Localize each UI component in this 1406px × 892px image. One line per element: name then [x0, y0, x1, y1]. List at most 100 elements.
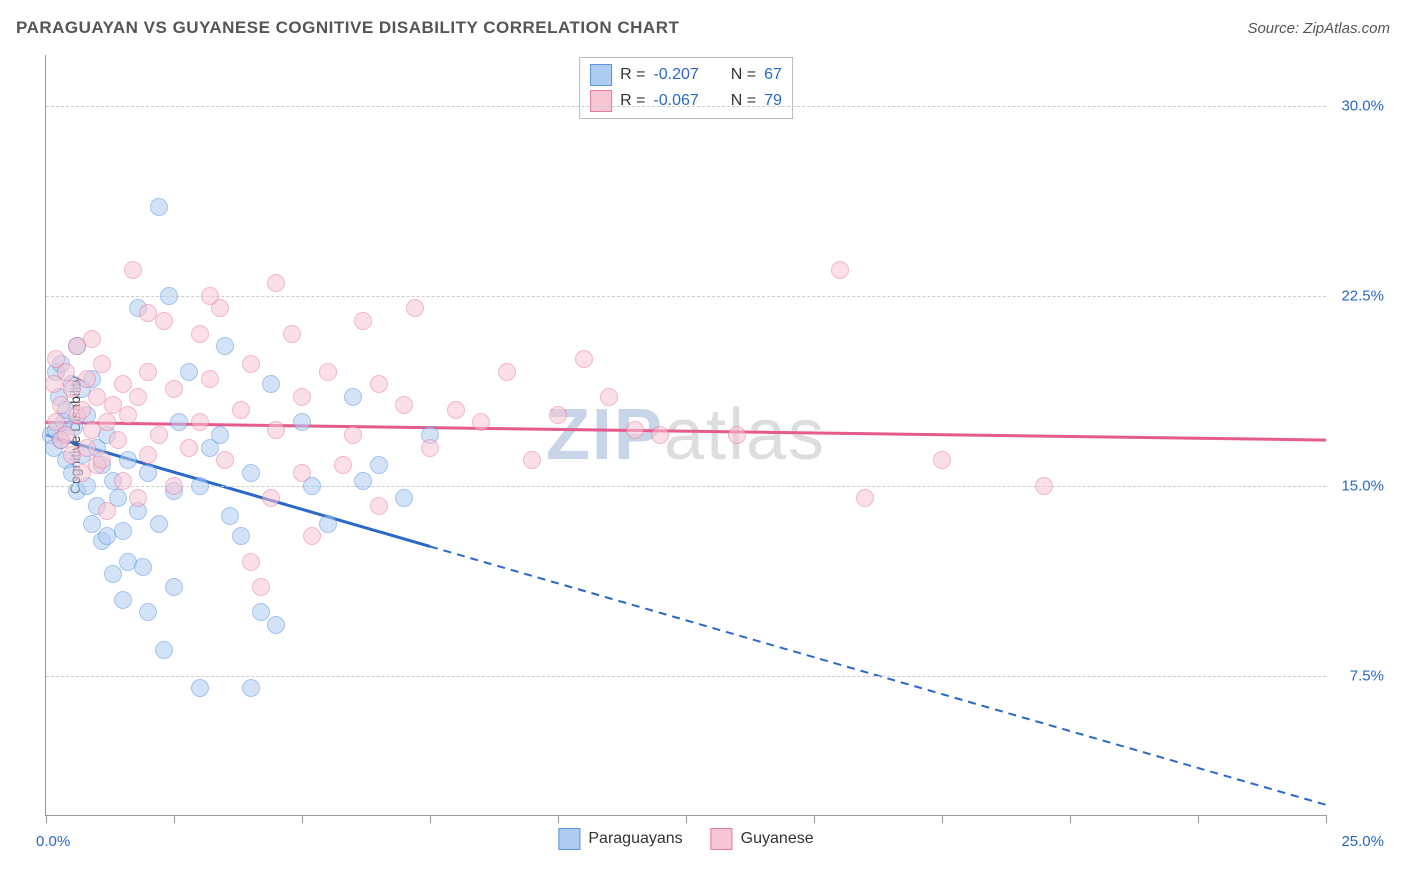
stats-row-1: R = -0.067 N = 79	[590, 88, 782, 114]
scatter-point	[421, 439, 439, 457]
y-tick-label: 15.0%	[1341, 477, 1384, 494]
scatter-point	[191, 325, 209, 343]
scatter-point	[160, 287, 178, 305]
scatter-point	[211, 426, 229, 444]
x-tick	[942, 815, 943, 823]
scatter-point	[267, 616, 285, 634]
scatter-point	[150, 426, 168, 444]
legend-swatch-0	[558, 828, 580, 850]
scatter-point	[114, 522, 132, 540]
scatter-point	[78, 439, 96, 457]
scatter-point	[119, 406, 137, 424]
scatter-point	[600, 388, 618, 406]
scatter-point	[252, 578, 270, 596]
scatter-point	[216, 451, 234, 469]
scatter-point	[139, 304, 157, 322]
scatter-point	[370, 375, 388, 393]
chart-header: PARAGUAYAN VS GUYANESE COGNITIVE DISABIL…	[16, 18, 1390, 38]
scatter-point	[73, 401, 91, 419]
scatter-point	[319, 363, 337, 381]
y-tick-label: 7.5%	[1350, 667, 1384, 684]
x-tick	[302, 815, 303, 823]
scatter-point	[221, 507, 239, 525]
scatter-point	[262, 489, 280, 507]
scatter-point	[98, 413, 116, 431]
scatter-point	[370, 497, 388, 515]
scatter-point	[242, 464, 260, 482]
scatter-point	[155, 641, 173, 659]
scatter-point	[267, 274, 285, 292]
scatter-point	[57, 426, 75, 444]
scatter-point	[93, 451, 111, 469]
scatter-point	[575, 350, 593, 368]
scatter-point	[129, 388, 147, 406]
x-tick	[814, 815, 815, 823]
scatter-point	[129, 489, 147, 507]
scatter-point	[293, 413, 311, 431]
stats-n-0: 67	[764, 66, 782, 84]
stats-swatch-0	[590, 64, 612, 86]
scatter-point	[319, 515, 337, 533]
scatter-point	[831, 261, 849, 279]
scatter-point	[109, 431, 127, 449]
stats-box: R = -0.207 N = 67 R = -0.067 N = 79	[579, 57, 793, 119]
scatter-point	[232, 527, 250, 545]
scatter-point	[232, 401, 250, 419]
x-tick	[46, 815, 47, 823]
scatter-point	[498, 363, 516, 381]
scatter-point	[139, 464, 157, 482]
scatter-point	[242, 679, 260, 697]
scatter-point	[191, 477, 209, 495]
scatter-point	[170, 413, 188, 431]
scatter-point	[242, 355, 260, 373]
scatter-point	[124, 261, 142, 279]
legend-item-0: Paraguayans	[558, 828, 682, 850]
scatter-point	[155, 312, 173, 330]
x-tick	[430, 815, 431, 823]
scatter-point	[104, 565, 122, 583]
scatter-point	[180, 363, 198, 381]
scatter-point	[252, 603, 270, 621]
scatter-point	[395, 396, 413, 414]
scatter-point	[119, 451, 137, 469]
x-tick	[1198, 815, 1199, 823]
scatter-point	[354, 312, 372, 330]
scatter-point	[57, 363, 75, 381]
x-min-label: 0.0%	[36, 833, 70, 850]
stats-n-1: 79	[764, 92, 782, 110]
scatter-point	[191, 679, 209, 697]
grid-line	[46, 106, 1326, 107]
scatter-point	[395, 489, 413, 507]
scatter-point	[201, 287, 219, 305]
legend-label-0: Paraguayans	[588, 830, 682, 848]
scatter-point	[139, 363, 157, 381]
scatter-point	[344, 426, 362, 444]
scatter-point	[728, 426, 746, 444]
scatter-point	[303, 527, 321, 545]
scatter-point	[1035, 477, 1053, 495]
scatter-point	[139, 603, 157, 621]
source-label: Source: ZipAtlas.com	[1247, 20, 1390, 37]
scatter-point	[165, 578, 183, 596]
scatter-point	[406, 299, 424, 317]
grid-line	[46, 486, 1326, 487]
chart-plot-area: ZIPatlas Cognitive Disability 0.0% 25.0%…	[45, 55, 1326, 816]
scatter-point	[267, 421, 285, 439]
scatter-point	[651, 426, 669, 444]
scatter-point	[114, 472, 132, 490]
stats-r-1: -0.067	[653, 92, 698, 110]
scatter-point	[165, 380, 183, 398]
scatter-point	[150, 515, 168, 533]
scatter-point	[447, 401, 465, 419]
grid-line	[46, 676, 1326, 677]
scatter-point	[293, 388, 311, 406]
watermark: ZIPatlas	[546, 394, 826, 476]
y-tick-label: 30.0%	[1341, 97, 1384, 114]
scatter-point	[933, 451, 951, 469]
scatter-point	[78, 370, 96, 388]
x-tick	[1326, 815, 1327, 823]
grid-line	[46, 296, 1326, 297]
scatter-point	[98, 502, 116, 520]
chart-title: PARAGUAYAN VS GUYANESE COGNITIVE DISABIL…	[16, 18, 679, 38]
scatter-point	[139, 446, 157, 464]
